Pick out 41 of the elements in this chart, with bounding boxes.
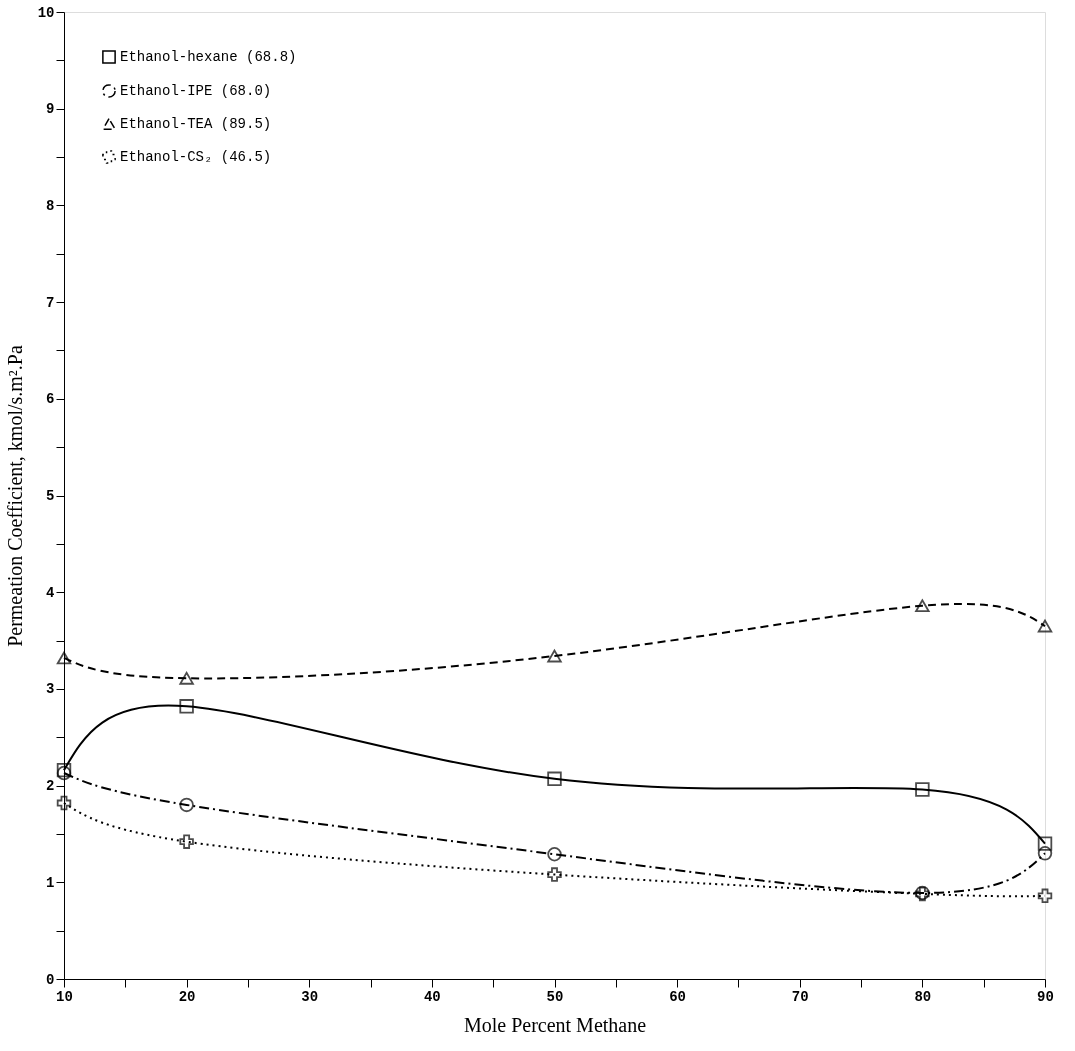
x-axis-title: Mole Percent Methane xyxy=(463,1013,647,1036)
legend-label: Ethanol-CS₂ (46.5) xyxy=(120,149,272,165)
point xyxy=(915,599,930,613)
legend-label: Ethanol-IPE (68.0) xyxy=(120,83,272,99)
x-tick-label: 40 xyxy=(423,988,441,1005)
y-tick-label: 7 xyxy=(46,294,55,311)
x-tick-label: 90 xyxy=(1037,988,1054,1005)
point xyxy=(56,795,72,811)
legend-label: Ethanol-TEA (89.5) xyxy=(120,116,272,132)
point xyxy=(179,699,194,714)
x-tick-label: 30 xyxy=(301,988,319,1005)
point xyxy=(56,651,72,665)
point xyxy=(1037,888,1053,904)
point xyxy=(179,797,194,813)
y-tick-label: 1 xyxy=(46,874,55,891)
y-tick-label: 3 xyxy=(46,681,55,698)
x-tick-label: 80 xyxy=(914,988,932,1005)
y-tick-label: 6 xyxy=(46,391,55,408)
y-tick-label: 9 xyxy=(46,101,55,118)
point xyxy=(1037,846,1053,861)
legend-label: Ethanol-hexane (68.8) xyxy=(120,49,297,65)
point xyxy=(1037,619,1053,633)
x-tick-label: 20 xyxy=(178,988,196,1005)
point xyxy=(179,671,194,685)
point xyxy=(915,782,930,797)
point xyxy=(1037,836,1053,851)
y-axis-title: Permeation Coefficient, kmol/s.m².Pa xyxy=(3,345,26,647)
y-tick-label: 8 xyxy=(46,197,55,214)
x-tick-label: 70 xyxy=(791,988,809,1005)
x-tick-label: 50 xyxy=(546,988,564,1005)
point xyxy=(547,771,562,787)
y-tick-label: 4 xyxy=(46,584,55,601)
point xyxy=(179,834,194,849)
point xyxy=(547,867,562,882)
y-tick-label: 2 xyxy=(46,778,55,795)
y-tick-label: 10 xyxy=(37,4,55,21)
point xyxy=(547,847,562,862)
y-tick-label: 5 xyxy=(46,488,55,504)
y-tick-label: 0 xyxy=(46,971,55,988)
x-tick-label: 60 xyxy=(669,988,687,1005)
point xyxy=(547,649,562,663)
